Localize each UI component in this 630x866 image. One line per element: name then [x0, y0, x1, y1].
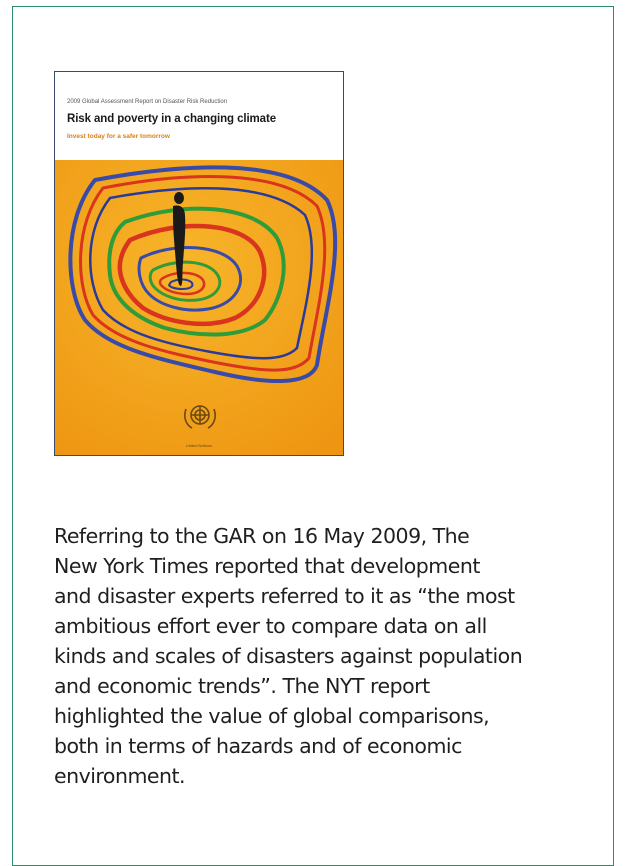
body-line: kinds and scales of disasters against po… [54, 644, 523, 668]
publisher-label: United Nations [185, 443, 213, 448]
body-line: ambitious effort ever to compare data on… [54, 614, 487, 638]
cover-supertitle: 2009 Global Assessment Report on Disaste… [67, 99, 228, 105]
body-line: and disaster experts referred to it as “… [54, 584, 515, 608]
body-line: both in terms of hazards and of economic [54, 734, 462, 758]
cover-artwork [55, 160, 343, 455]
body-paragraph: Referring to the GAR on 16 May 2009, The… [54, 521, 599, 791]
body-line: environment. [54, 764, 186, 788]
cover-subtitle: Invest today for a safer tomorrow [67, 133, 170, 140]
cover-header: 2009 Global Assessment Report on Disaste… [55, 72, 343, 160]
person-figure [173, 192, 186, 286]
body-line: Referring to the GAR on 16 May 2009, The [54, 524, 470, 548]
body-line: New York Times reported that development [54, 554, 480, 578]
cover-title: Risk and poverty in a changing climate [67, 113, 277, 125]
report-cover-image: 2009 Global Assessment Report on Disaste… [54, 71, 344, 456]
body-line: and economic trends”. The NYT report [54, 674, 430, 698]
body-line: highlighted the value of global comparis… [54, 704, 490, 728]
un-emblem-icon [184, 405, 216, 429]
